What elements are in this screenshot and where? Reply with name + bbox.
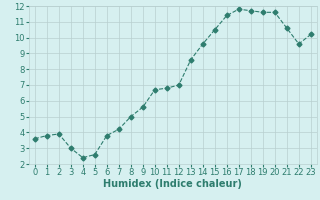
X-axis label: Humidex (Indice chaleur): Humidex (Indice chaleur): [103, 179, 242, 189]
